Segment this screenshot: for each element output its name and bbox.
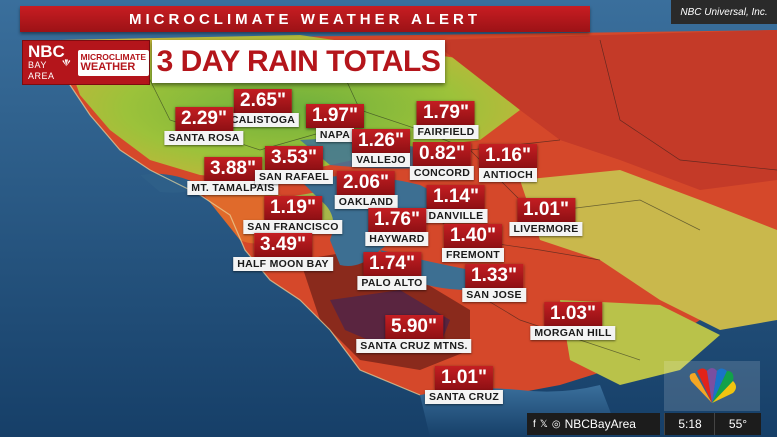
rain-total: 1.26" <box>352 129 410 153</box>
location-callout: 3.53" SAN RAFAEL <box>254 146 334 184</box>
location-callout: 1.16" ANTIOCH <box>479 144 537 182</box>
page-title: 3 DAY RAIN TOTALS <box>156 44 441 78</box>
x-icon: 𝕏 <box>539 418 548 430</box>
rain-total: 1.76" <box>367 208 426 232</box>
location-label: SAN RAFAEL <box>254 170 334 184</box>
location-callout: 2.29" SANTA ROSA <box>164 107 244 145</box>
location-callout: 1.33" SAN JOSE <box>462 264 526 302</box>
location-callout: 3.88" MT. TAMALPAIS <box>187 157 279 195</box>
peacock-icon <box>62 58 71 66</box>
clock: 5:18 <box>664 413 715 435</box>
rain-total: 2.06" <box>336 171 395 195</box>
social-handle: NBCBayArea <box>564 417 636 431</box>
rain-total: 1.01" <box>434 366 493 390</box>
location-callout: 2.06" OAKLAND <box>334 171 398 209</box>
location-callout: 0.82" CONCORD <box>409 142 475 180</box>
location-label: SAN JOSE <box>462 288 526 302</box>
rain-total: 1.16" <box>479 144 537 168</box>
alert-banner: MICROCLIMATE WEATHER ALERT <box>20 6 590 32</box>
instagram-icon: ◎ <box>551 418 561 430</box>
rain-total: 1.97" <box>306 104 364 128</box>
rain-total: 1.40" <box>443 224 502 248</box>
location-callout: 1.19" SAN FRANCISCO <box>243 196 343 234</box>
location-label: CONCORD <box>409 166 475 180</box>
location-callout: 1.76" HAYWARD <box>365 208 429 246</box>
location-label: HALF MOON BAY <box>233 257 333 271</box>
peacock-icon <box>689 368 736 403</box>
rain-total: 1.01" <box>517 198 575 222</box>
location-callout: 5.90" SANTA CRUZ MTNS. <box>356 315 472 353</box>
location-callout: 1.03" MORGAN HILL <box>530 302 616 340</box>
location-label: HAYWARD <box>365 232 429 246</box>
station-logo: NBC BAY AREA MICROCLIMATE WEATHER <box>22 40 150 85</box>
location-label: SANTA CRUZ <box>424 390 504 404</box>
rain-total: 5.90" <box>385 315 443 339</box>
rain-total: 3.88" <box>203 157 262 181</box>
network-logo <box>664 361 760 411</box>
rain-total: 1.14" <box>427 185 485 209</box>
temperature: 55° <box>714 413 761 435</box>
location-label: MT. TAMALPAIS <box>187 181 279 195</box>
rain-total: 1.19" <box>264 196 322 220</box>
location-callout: 1.97" NAPA <box>306 104 364 142</box>
rain-total: 1.79" <box>416 101 475 125</box>
location-label: MORGAN HILL <box>530 326 616 340</box>
rain-total: 1.03" <box>544 302 602 326</box>
nbc-wordmark: NBC BAY AREA <box>23 41 65 82</box>
location-callout: 1.01" LIVERMORE <box>509 198 583 236</box>
location-label: LIVERMORE <box>509 222 583 236</box>
facebook-icon: f <box>533 418 536 430</box>
rain-total: 1.33" <box>465 264 523 288</box>
microclimate-weather-badge: MICROCLIMATE WEATHER <box>77 49 149 76</box>
location-label: VALLEJO <box>352 153 410 167</box>
location-callout: 1.01" SANTA CRUZ <box>424 366 504 404</box>
badge-line-2: WEATHER <box>80 60 136 73</box>
location-label: ANTIOCH <box>479 168 537 182</box>
location-callout: 1.79" FAIRFIELD <box>413 101 479 139</box>
location-label: PALO ALTO <box>357 276 427 290</box>
bay-area-text: BAY AREA <box>28 59 55 81</box>
title-box: 3 DAY RAIN TOTALS <box>152 40 445 83</box>
rain-total: 2.65" <box>234 89 292 113</box>
location-label: FAIRFIELD <box>413 125 479 139</box>
location-label: SAN FRANCISCO <box>243 220 343 234</box>
location-callout: 1.40" FREMONT <box>441 224 505 262</box>
location-label: SANTA ROSA <box>164 131 244 145</box>
location-label: DANVILLE <box>424 209 488 223</box>
social-handle-bar: f 𝕏 ◎ NBCBayArea <box>527 413 660 435</box>
alert-banner-text: MICROCLIMATE WEATHER ALERT <box>128 10 482 28</box>
location-label: SANTA CRUZ MTNS. <box>356 339 472 353</box>
rain-total: 0.82" <box>412 142 471 166</box>
rain-total: 2.29" <box>175 107 233 131</box>
rain-total: 3.49" <box>253 233 312 257</box>
location-callout: 2.65" CALISTOGA <box>226 89 300 127</box>
location-callout: 3.49" HALF MOON BAY <box>233 233 333 271</box>
location-callout: 1.74" PALO ALTO <box>357 252 427 290</box>
rain-total: 1.74" <box>362 252 421 276</box>
nbc-logo-text: NBC <box>28 41 65 61</box>
badge-line-1: MICROCLIMATE <box>80 51 146 62</box>
credit-label: NBC Universal, Inc. <box>671 0 777 24</box>
location-label: OAKLAND <box>334 195 398 209</box>
location-label: NAPA <box>315 128 355 142</box>
location-label: CALISTOGA <box>226 113 300 127</box>
location-label: FREMONT <box>441 248 505 262</box>
rain-total: 3.53" <box>265 146 323 170</box>
location-callout: 1.14" DANVILLE <box>424 185 488 223</box>
location-callout: 1.26" VALLEJO <box>352 129 410 167</box>
